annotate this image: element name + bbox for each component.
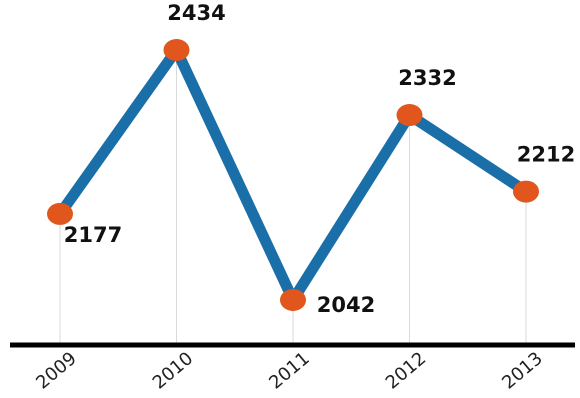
data-markers xyxy=(47,39,539,311)
data-point-2012 xyxy=(396,104,423,127)
x-tick-label-2011: 2011 xyxy=(265,348,314,394)
data-point-2010 xyxy=(163,39,190,61)
x-tick-label-2013: 2013 xyxy=(498,348,547,394)
data-label-2011: 2042 xyxy=(317,293,375,317)
data-point-2009 xyxy=(47,202,73,225)
data-label-2010: 2434 xyxy=(167,1,225,25)
x-tick-label-2009: 2009 xyxy=(32,348,81,394)
data-point-2011 xyxy=(280,289,306,311)
data-label-2009: 2177 xyxy=(64,223,122,247)
x-tick-labels: 2009 2010 2011 2012 2013 xyxy=(32,348,547,394)
data-point-2013 xyxy=(513,180,539,203)
x-tick-label-2010: 2010 xyxy=(149,348,198,394)
x-tick-label-2012: 2012 xyxy=(382,348,431,394)
data-label-2013: 2212 xyxy=(517,143,575,167)
data-labels: 2177 2434 2042 2332 2212 xyxy=(64,1,575,317)
data-label-2012: 2332 xyxy=(398,66,456,90)
